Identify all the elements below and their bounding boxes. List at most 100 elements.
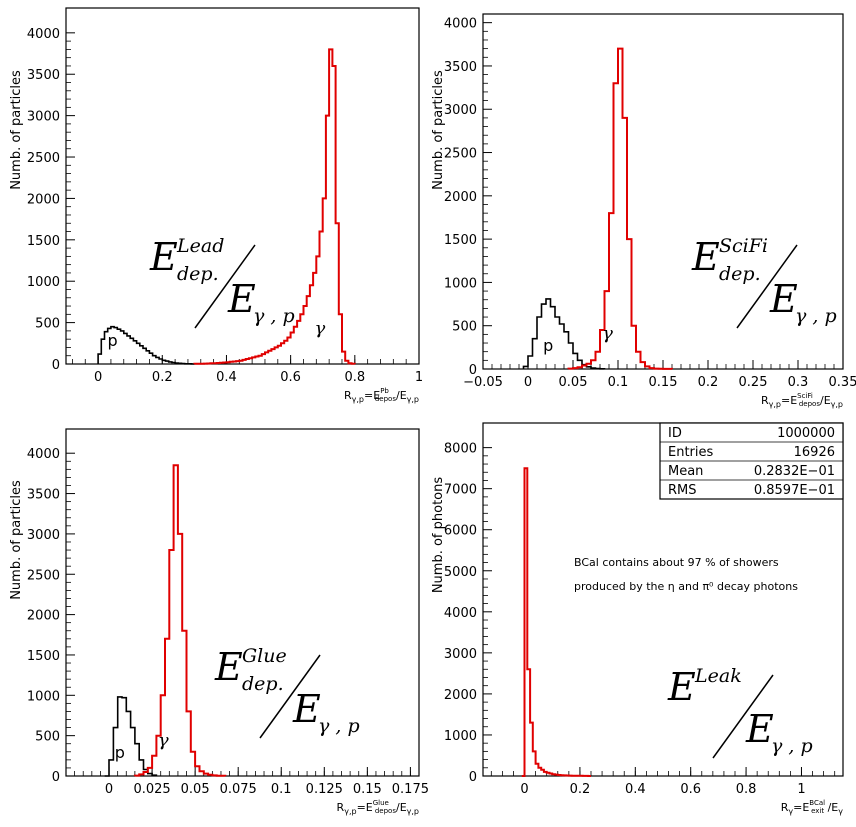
stats-value: 0.8597E−01	[754, 483, 835, 498]
y-tick-label: 0	[52, 770, 60, 785]
peak-label-proton: p	[115, 743, 125, 762]
y-tick-label: 1000	[444, 276, 477, 291]
formula-slash	[736, 244, 798, 329]
x-tick-label: 0.6	[280, 370, 301, 385]
histogram-panel-lead: 0 500 1000 1500 2000 2500 3000 3500 4000 0 0.2 0.4 0…	[9, 7, 423, 404]
formula-subscript: dep.	[242, 673, 284, 695]
histogram-series-gamma	[193, 48, 356, 365]
histogram-series-gamma	[567, 47, 673, 370]
y-tick-label: 500	[35, 730, 60, 745]
y-tick-label: 500	[35, 317, 60, 332]
y-tick-label: 0	[469, 363, 477, 378]
y-tick-label: 3000	[444, 103, 477, 118]
formula-denominator-subscript: γ , p	[253, 305, 295, 327]
y-tick-label: 7000	[444, 483, 477, 498]
y-tick-label: 2500	[27, 151, 60, 166]
y-tick-label: 8000	[444, 442, 477, 457]
x-tick-label: 0	[524, 375, 532, 390]
x-tick-label: 1	[415, 370, 423, 385]
formula-superscript: SciFi	[719, 235, 768, 257]
histogram-series-gamma	[133, 464, 227, 777]
formula-denominator-subscript: γ , p	[318, 715, 360, 737]
peak-label-gamma: γ	[315, 318, 326, 339]
stats-value: 0.2832E−01	[754, 464, 835, 479]
stats-label: Mean	[668, 464, 703, 479]
peak-label-proton: p	[107, 331, 117, 350]
x-axis-label: Rγ,p=ESciFi depos/Eγ,p	[761, 392, 843, 409]
x-tick-label: 0.15	[353, 782, 382, 797]
plot-frame	[65, 428, 420, 777]
x-tick-label: 0.1	[271, 782, 292, 797]
y-tick-label: 3000	[444, 647, 477, 662]
y-tick-label: 2000	[444, 688, 477, 703]
y-tick-label: 3500	[444, 60, 477, 75]
stats-value: 1000000	[777, 426, 835, 441]
histogram-panel-bcal-leak: 0 1000 2000 3000 4000 5000 6000 7000 8000 0 0.2 0.4…	[431, 422, 844, 816]
histogram-panel-glue: 0 500 1000 1500 2000 2500 3000 3500 4000 0 0.025 0.…	[9, 428, 429, 816]
x-tick-label: 0.6	[680, 782, 701, 797]
formula-superscript: Glue	[242, 645, 287, 667]
formula-slash	[259, 654, 321, 739]
x-tick-label: 0.8	[344, 370, 365, 385]
stats-label: RMS	[668, 483, 697, 498]
histogram-series-gamma	[521, 467, 591, 777]
x-tick-label: 0.4	[625, 782, 646, 797]
x-tick-label: 0.25	[739, 375, 768, 390]
formula-denominator-e: E	[292, 687, 321, 731]
x-tick-label: 0.3	[788, 375, 809, 390]
formula-denominator-subscript: γ , p	[795, 305, 837, 327]
x-tick-label: 0	[94, 370, 102, 385]
formula-numerator-e: E	[149, 235, 178, 279]
x-tick-label: 0.2	[570, 782, 591, 797]
x-tick-label: 0.2	[698, 375, 719, 390]
peak-label-gamma: γ	[602, 323, 613, 344]
formula-superscript: Lead	[176, 235, 224, 257]
y-tick-label: 2500	[27, 568, 60, 583]
x-tick-label: 0.15	[649, 375, 678, 390]
y-tick-label: 4000	[27, 27, 60, 42]
x-tick-label: 0.1	[608, 375, 629, 390]
stats-label: ID	[668, 426, 682, 441]
y-axis-label: Numb. of particles	[431, 70, 446, 190]
x-tick-label: 1	[797, 782, 805, 797]
stats-value: 16926	[794, 445, 835, 460]
y-tick-label: 0	[52, 358, 60, 373]
formula-subscript: dep.	[177, 263, 219, 285]
y-tick-label: 2500	[444, 147, 477, 162]
formula-numerator-e: E	[667, 665, 696, 709]
histogram-series-proton	[104, 696, 158, 777]
y-axis-label: Numb. of particles	[9, 70, 24, 190]
stats-label: Entries	[668, 445, 714, 460]
x-tick-label: 0.35	[829, 375, 856, 390]
y-tick-label: 4000	[27, 447, 60, 462]
y-tick-label: 6000	[444, 524, 477, 539]
y-axis-label: Numb. of photons	[431, 477, 446, 594]
x-tick-label: 0.125	[306, 782, 343, 797]
x-tick-label: 0.05	[559, 375, 588, 390]
y-axis-label: Numb. of particles	[9, 480, 24, 600]
x-axis-label: Rγ,p=EPb depos/Eγ,p	[344, 387, 419, 404]
x-tick-label: 0	[520, 782, 528, 797]
formula-numerator-e: E	[691, 235, 720, 279]
formula-denominator-e: E	[769, 277, 798, 321]
y-tick-label: 4000	[444, 17, 477, 32]
y-tick-label: 3000	[27, 528, 60, 543]
y-tick-label: 3500	[27, 488, 60, 503]
annotation-line-1: BCal contains about 97 % of showers	[574, 556, 779, 569]
histogram-series-proton	[522, 298, 606, 370]
formula-numerator-e: E	[214, 645, 243, 689]
y-tick-label: 1000	[27, 689, 60, 704]
x-tick-label: 0	[105, 782, 113, 797]
x-tick-label: 0.025	[133, 782, 170, 797]
x-tick-label: −0.05	[463, 375, 503, 390]
y-tick-label: 2000	[27, 609, 60, 624]
formula-denominator-e: E	[227, 277, 256, 321]
formula-denominator-subscript: γ , p	[771, 735, 813, 757]
x-axis-label: Rγ,p=EGlue depos/Eγ,p	[337, 799, 419, 816]
x-tick-label: 0.075	[220, 782, 257, 797]
x-tick-label: 0.2	[152, 370, 173, 385]
x-tick-label: 0.4	[216, 370, 237, 385]
formula-denominator-e: E	[745, 707, 774, 751]
